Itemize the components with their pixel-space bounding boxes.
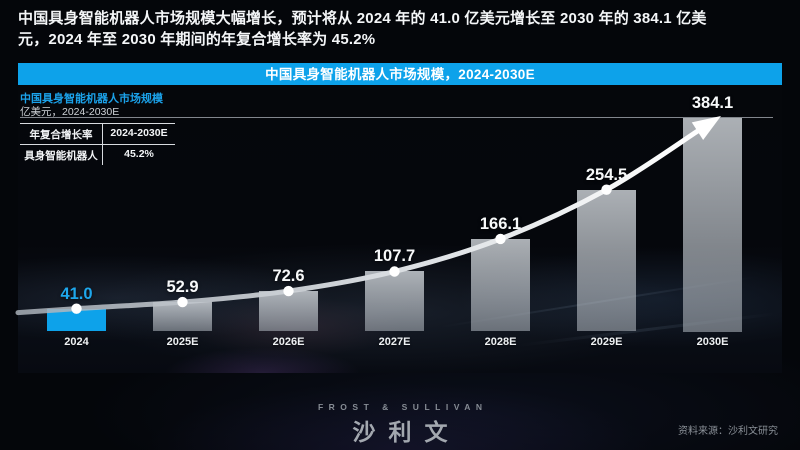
logo-text-en: FROST & SULLIVAN	[317, 402, 488, 412]
headline-line1: 中国具身智能机器人市场规模大幅增长，预计将从 2024 年的 41.0 亿美元增…	[18, 10, 707, 27]
light-streak	[518, 312, 778, 347]
frost-sullivan-logo: FROST & SULLIVAN 沙利文	[0, 402, 800, 447]
headline-line2: 元，2024 年至 2030 年期间的年复合增长率为 45.2%	[18, 30, 376, 48]
chart-title-banner: 中国具身智能机器人市场规模，2024-2030E	[18, 63, 782, 85]
cagr-header-metric: 年复合增长率	[20, 124, 103, 144]
cagr-header-period: 2024-2030E	[110, 126, 168, 139]
cagr-table-data-row: 具身智能机器人 45.2%	[20, 145, 175, 165]
logo-text-cn: 沙利文	[352, 419, 461, 445]
chart-subtitle: 中国具身智能机器人市场规模	[20, 93, 163, 105]
source-note: 资料来源：沙利文研究	[678, 426, 778, 437]
cagr-table: 年复合增长率 2024-2030E 具身智能机器人 45.2%	[20, 123, 175, 165]
cagr-row-value: 45.2%	[124, 147, 154, 160]
chart-unit-label: 亿美元，2024-2030E	[20, 106, 120, 118]
cagr-table-header-row: 年复合增长率 2024-2030E	[20, 124, 175, 145]
page-headline: 中国具身智能机器人市场规模大幅增长，预计将从 2024 年的 41.0 亿美元增…	[18, 9, 788, 50]
chart-top-rule	[20, 117, 773, 118]
cagr-row-label: 具身智能机器人	[20, 145, 103, 165]
